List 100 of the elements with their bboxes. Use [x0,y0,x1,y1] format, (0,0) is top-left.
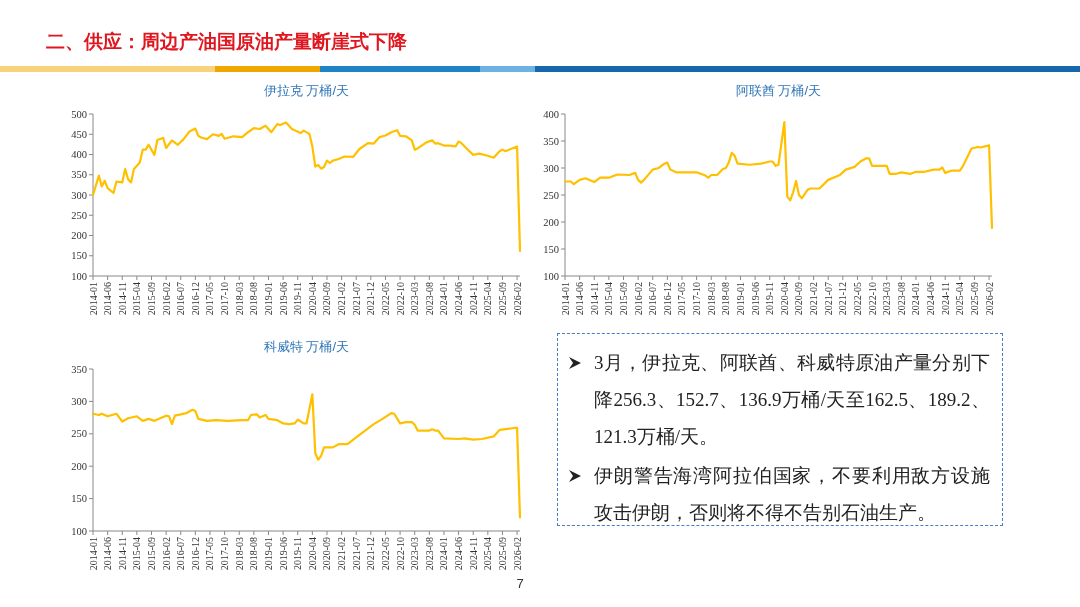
x-tick-label: 2014-01 [87,282,99,316]
y-tick-label: 100 [71,525,87,537]
x-tick-label: 2014-11 [588,282,600,315]
x-tick-label: 2019-11 [764,282,776,315]
x-tick-label: 2022-10 [394,537,406,571]
x-tick-label: 2016-02 [632,282,644,316]
x-tick-label: 2015-04 [603,282,615,316]
x-tick-label: 2018-08 [720,282,732,316]
x-tick-label: 2017-05 [676,282,688,316]
x-tick-label: 2017-05 [204,282,216,316]
x-tick-label: 2015-09 [145,537,157,571]
x-tick-label: 2021-02 [336,282,348,316]
x-tick-label: 2016-12 [189,282,201,316]
x-tick-label: 2026-02 [511,282,523,316]
y-tick-label: 350 [71,169,87,181]
x-tick-label: 2026-02 [983,282,995,316]
y-tick-label: 100 [543,270,559,282]
x-tick-label: 2015-09 [617,282,629,316]
x-tick-label: 2025-09 [496,282,508,316]
x-tick-label: 2022-10 [394,282,406,316]
line-series [91,393,522,519]
text: 3月，伊拉克、阿联酋、科威特原油产量分别下降256.3、152.7、136.9万桶/天至162.5、189.2、121.3万桶/天。 [594,352,990,447]
x-tick-label: 2024-01 [438,537,450,571]
x-tick-label: 2019-11 [292,282,304,315]
line-series [563,121,994,230]
y-tick-label: 200 [71,460,87,472]
x-tick-label: 2019-01 [262,282,274,316]
y-tick-label: 150 [71,250,87,262]
chart-title: 伊拉克 万桶/天 [263,83,350,98]
x-tick-label: 2021-02 [808,282,820,316]
x-tick-label: 2024-11 [939,282,951,315]
x-tick-label: 2024-01 [438,282,450,316]
text: 二、供应：周边产油国原油产量断崖式下降 [46,31,408,52]
x-tick-label: 2022-10 [866,282,878,316]
x-tick-label: 2023-08 [423,537,435,571]
x-tick-label: 2024-06 [453,282,465,316]
y-tick-label: 350 [543,135,559,147]
x-tick-label: 2023-03 [881,282,893,316]
x-tick-label: 2022-05 [851,282,863,316]
x-tick-label: 2024-11 [467,282,479,315]
x-tick-label: 2018-03 [705,282,717,316]
chart-title: 科威特 万桶/天 [263,339,350,354]
x-tick-label: 2021-07 [350,282,362,316]
y-tick-label: 100 [71,270,87,282]
x-tick-label: 2019-06 [277,282,289,316]
x-tick-label: 2023-08 [895,282,907,316]
x-tick-label: 2023-08 [423,282,435,316]
x-tick-label: 2024-11 [467,537,479,570]
x-tick-label: 2020-04 [306,282,318,316]
x-tick-label: 2020-04 [778,282,790,316]
x-tick-label: 2023-03 [409,537,421,571]
y-tick-label: 250 [71,209,87,221]
x-tick-label: 2016-02 [160,537,172,571]
chart-title: 阿联酋 万桶/天 [735,83,822,98]
y-tick-label: 250 [543,189,559,201]
x-tick-label: 2016-12 [189,537,201,571]
y-tick-label: 200 [71,230,87,241]
y-tick-label: 300 [543,162,559,174]
line-series [91,121,522,252]
x-tick-label: 2025-04 [482,282,494,316]
x-tick-label: 2022-05 [379,282,391,316]
y-tick-label: 250 [71,428,87,440]
x-tick-label: 2025-04 [482,537,494,571]
x-tick-label: 2016-12 [661,282,673,316]
x-tick-label: 2021-12 [365,537,377,571]
x-tick-label: 2020-04 [306,537,318,571]
y-tick-label: 350 [71,363,87,375]
x-tick-label: 2017-05 [204,537,216,571]
x-tick-label: 2014-01 [87,537,99,571]
x-tick-label: 2014-11 [116,537,128,570]
x-tick-label: 2017-10 [219,282,231,316]
y-tick-label: 500 [71,108,87,120]
x-tick-label: 2018-03 [233,282,245,316]
x-tick-label: 2024-06 [925,282,937,316]
x-tick-label: 2017-10 [691,282,703,316]
text: 伊朗警告海湾阿拉伯国家，不要利用敌方设施攻击伊朗，否则将不得不告别石油生产。 [594,465,990,523]
x-tick-label: 2016-02 [160,282,172,316]
x-tick-label: 2022-05 [379,537,391,571]
x-tick-label: 2019-06 [749,282,761,316]
x-tick-label: 2025-04 [954,282,966,316]
x-tick-label: 2020-09 [793,282,805,316]
x-tick-label: 2018-08 [248,537,260,571]
x-tick-label: 2016-07 [647,282,659,316]
x-tick-label: 2016-07 [175,282,187,316]
y-tick-label: 450 [71,128,87,140]
x-tick-label: 2017-10 [219,537,231,571]
x-tick-label: 2018-03 [233,537,245,571]
x-tick-label: 2019-06 [277,537,289,571]
y-tick-label: 400 [71,149,87,160]
y-tick-label: 300 [71,189,87,201]
x-tick-label: 2024-06 [453,537,465,571]
x-tick-label: 2018-08 [248,282,260,316]
x-tick-label: 2021-12 [837,282,849,316]
x-tick-label: 2024-01 [910,282,922,316]
x-tick-label: 2020-09 [321,537,333,571]
y-tick-label: 400 [543,108,559,120]
x-tick-label: 2020-09 [321,282,333,316]
x-tick-label: 2014-06 [102,282,114,316]
x-tick-label: 2021-07 [350,537,362,571]
x-tick-label: 2023-03 [409,282,421,316]
